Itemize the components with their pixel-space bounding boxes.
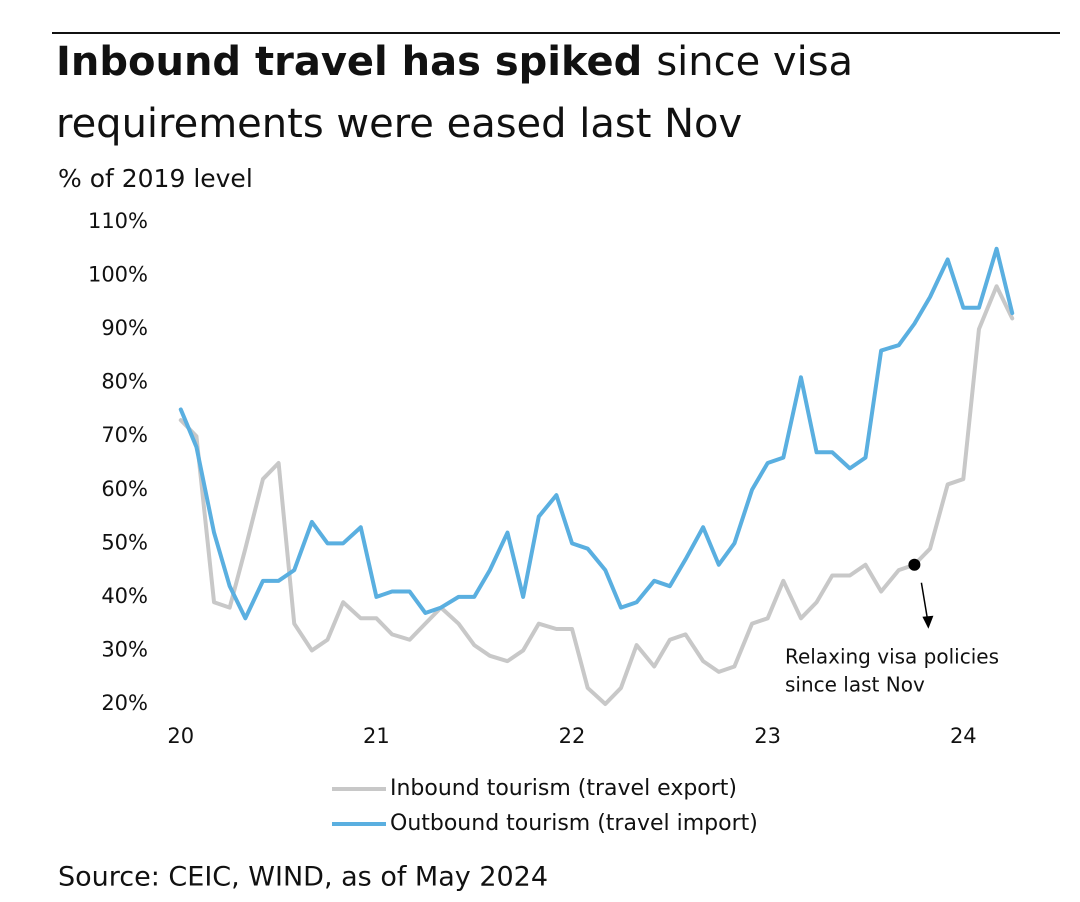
chart-title-line: requirements were eased last Nov [56,101,742,147]
series-line [178,246,1015,621]
annotation-arrowhead [922,615,934,629]
subtitle: % of 2019 level [58,164,253,193]
title-part: since visa [656,39,853,85]
chart-title: Inbound travel has spiked since visa [56,39,853,85]
title-bold: Inbound travel has spiked [56,39,642,85]
y-tick-label: 100% [88,263,148,287]
y-tick-label: 110% [88,209,148,233]
y-tick-label: 80% [101,370,148,394]
y-tick-label: 90% [101,316,148,340]
legend-label: Inbound tourism (travel export) [390,776,737,801]
x-tick-label: 22 [559,724,586,748]
y-tick-label: 50% [101,530,148,554]
x-tick-label: 24 [950,724,977,748]
y-tick-label: 20% [101,691,148,715]
y-tick-label: 60% [101,477,148,501]
series-line [178,284,1015,706]
x-tick-label: 23 [754,724,781,748]
x-tick-label: 21 [363,724,390,748]
annotation-text: since last Nov [785,673,925,697]
annotation-dot [908,558,921,571]
y-tick-label: 40% [101,584,148,608]
annotation-text: Relaxing visa policies [785,645,999,669]
legend-label: Outbound tourism (travel import) [390,811,758,836]
source: Source: CEIC, WIND, as of May 2024 [58,862,548,893]
x-tick-label: 20 [167,724,194,748]
y-tick-label: 70% [101,423,148,447]
y-tick-label: 30% [101,637,148,661]
